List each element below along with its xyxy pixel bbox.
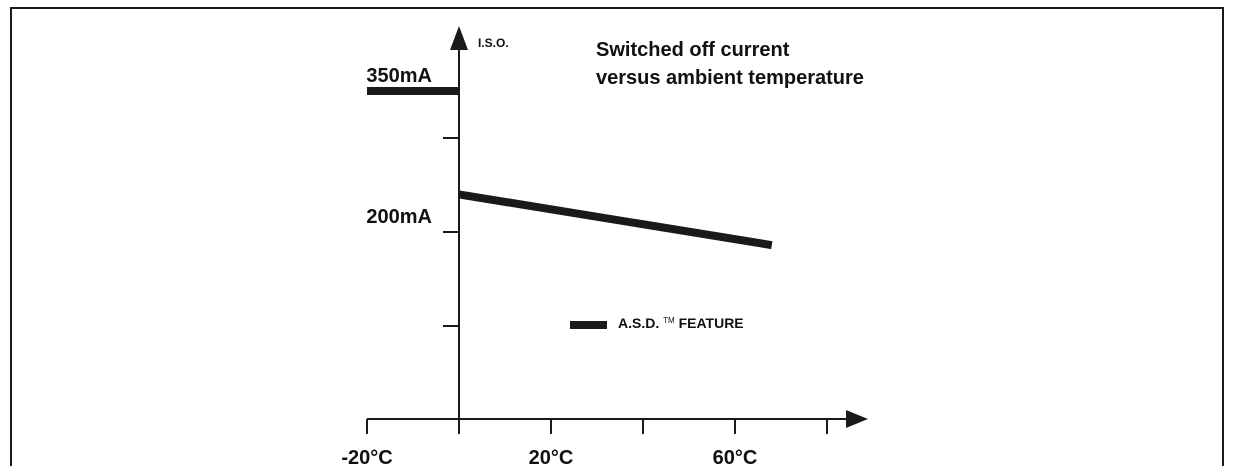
y-axis-arrow xyxy=(450,26,468,50)
y-tick-labels: 350mA 200mA xyxy=(366,65,432,228)
legend-label: A.S.D. TM FEATURE xyxy=(618,310,744,331)
y-tick-label: 350mA xyxy=(366,65,432,87)
x-tick-label: 60°C xyxy=(713,447,758,466)
chart-title-line-2: versus ambient temperature xyxy=(596,67,864,89)
legend-label-rest: FEATURE xyxy=(679,315,744,331)
y-tick-label: 200mA xyxy=(366,206,432,228)
x-ticks xyxy=(366,419,828,434)
chart-border xyxy=(10,7,1224,466)
series-line-2 xyxy=(458,190,773,250)
x-tick-label: -20°C xyxy=(341,447,392,466)
legend-label-tm: TM xyxy=(663,316,675,325)
x-tick-labels: -20°C 20°C 60°C xyxy=(341,447,758,469)
series-lines xyxy=(367,87,773,250)
legend-label-main: A.S.D. xyxy=(618,315,659,331)
y-ticks xyxy=(443,137,459,327)
x-axis-arrow xyxy=(846,410,868,428)
x-tick-label: 20°C xyxy=(529,447,574,466)
y-axis-label: I.S.O. xyxy=(478,36,509,50)
chart-title-line-1: Switched off current xyxy=(596,39,790,61)
